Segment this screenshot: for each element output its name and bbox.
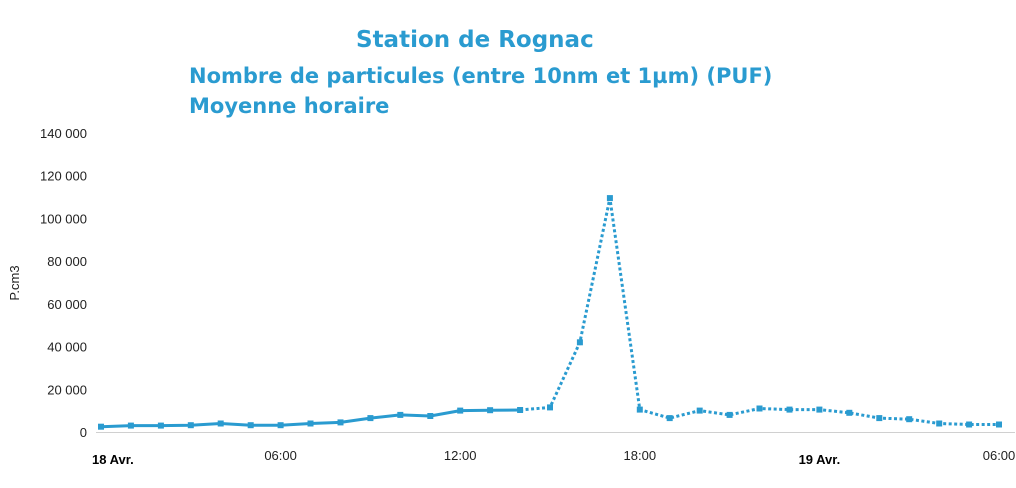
- x-tick-label: 18:00: [624, 448, 657, 463]
- chart-subtitle: Nombre de particules (entre 10nm et 1µm)…: [189, 64, 773, 88]
- data-point-marker: [98, 423, 104, 430]
- x-tick-label: 06:00: [264, 448, 297, 463]
- data-point-marker: [696, 407, 703, 414]
- x-tick-label: 19 Avr.: [799, 452, 841, 467]
- data-point-marker: [786, 406, 793, 413]
- data-point-marker: [576, 339, 583, 346]
- data-point-marker: [666, 415, 673, 422]
- data-point-marker: [966, 421, 973, 428]
- y-tick-label: 20 000: [47, 382, 87, 397]
- data-point-marker: [996, 421, 1002, 428]
- data-point-marker: [397, 411, 404, 418]
- data-point-marker: [217, 420, 224, 427]
- series-line-dotted: [519, 196, 999, 426]
- y-tick-label: 0: [80, 425, 87, 440]
- data-point-marker: [936, 420, 943, 427]
- data-point-marker: [487, 407, 494, 414]
- x-tick-label: 06:00: [983, 448, 1016, 463]
- data-point-marker: [127, 422, 134, 429]
- chart-title: Station de Rognac: [356, 27, 594, 53]
- series-layer: [98, 195, 1002, 430]
- data-point-marker: [457, 407, 464, 414]
- y-tick-label: 100 000: [40, 211, 87, 226]
- data-point-marker: [816, 406, 823, 413]
- y-axis-label: P.cm3: [7, 265, 22, 300]
- data-point-marker: [636, 406, 643, 413]
- y-tick-label: 40 000: [47, 340, 87, 355]
- data-point-marker: [157, 422, 164, 429]
- x-tick-label: 12:00: [444, 448, 477, 463]
- chart-subtitle-2: Moyenne horaire: [189, 94, 390, 118]
- data-point-marker: [187, 422, 194, 429]
- x-axis-ticks: 18 Avr. 06:00 12:00 18:00 19 Avr. 06:00: [92, 448, 1015, 467]
- data-point-marker: [307, 420, 314, 427]
- y-tick-label: 120 000: [40, 169, 87, 184]
- data-point-marker: [367, 415, 374, 422]
- data-point-marker: [427, 413, 434, 419]
- data-point-marker: [247, 422, 254, 429]
- data-point-marker: [726, 411, 733, 418]
- y-tick-label: 140 000: [40, 126, 87, 141]
- y-tick-label: 60 000: [47, 297, 87, 312]
- y-tick-label: 80 000: [47, 254, 87, 269]
- data-point-marker: [756, 405, 763, 412]
- data-point-marker: [606, 195, 613, 202]
- data-point-marker: [846, 409, 853, 416]
- data-point-marker: [906, 416, 913, 423]
- data-point-marker: [547, 404, 553, 411]
- data-point-marker: [277, 422, 284, 429]
- data-point-marker: [337, 419, 344, 426]
- x-tick-label: 18 Avr.: [92, 452, 134, 467]
- data-point-marker: [876, 415, 883, 422]
- y-axis-ticks: 0 20 000 40 000 60 000 80 000 100 000 120 000 1…: [40, 126, 87, 440]
